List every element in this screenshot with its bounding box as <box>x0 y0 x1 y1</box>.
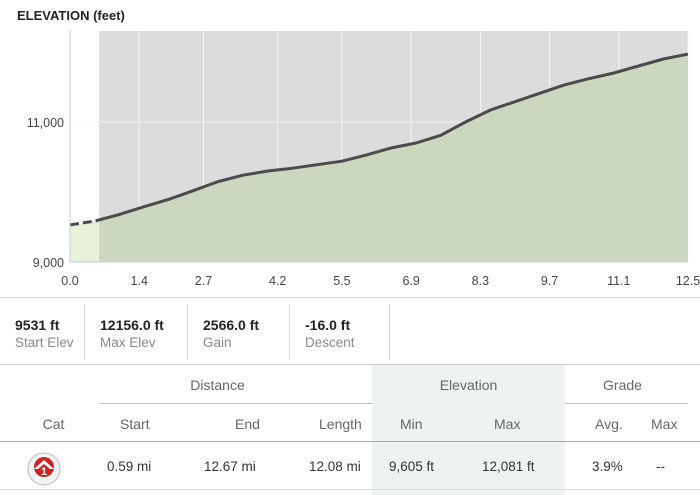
cell-grade-max: -- <box>656 459 665 474</box>
x-tick-label: 8.3 <box>472 274 489 288</box>
col-start: Start <box>120 416 150 432</box>
x-tick-label: 9.7 <box>541 274 558 288</box>
segment-table: Distance Elevation Grade Cat Start End L… <box>0 365 700 495</box>
cell-length: 12.08 mi <box>309 459 361 474</box>
grade-group-rule <box>565 403 688 404</box>
x-tick-label: 4.2 <box>269 274 286 288</box>
elevation-chart: 0.0 1.4 2.7 4.2 5.5 6.9 8.3 9.7 11.1 12.5 9,000 11,… <box>27 31 700 288</box>
group-grade: Grade <box>603 377 642 393</box>
stat-descent-label: Descent <box>305 335 355 350</box>
y-tick-label: 11,000 <box>27 116 64 130</box>
stat-start-elev-label: Start Elev <box>15 335 74 350</box>
group-distance: Distance <box>190 377 245 393</box>
stats-divider <box>0 364 700 365</box>
col-end: End <box>235 416 260 432</box>
stat-start-elev: 9531 ft Start Elev <box>0 304 85 360</box>
cell-end: 12.67 mi <box>204 459 256 474</box>
col-max: Max <box>494 416 521 432</box>
col-min: Min <box>400 416 423 432</box>
elevation-column-highlight <box>372 365 565 495</box>
cell-start: 0.59 mi <box>107 459 152 474</box>
x-tick-label: 12.5 <box>676 274 700 288</box>
col-grade-max: Max <box>651 416 678 432</box>
climb-category-label: 1 <box>41 466 47 478</box>
cell-min: 9,605 ft <box>389 459 435 474</box>
chart-divider <box>0 297 700 298</box>
elevation-area <box>99 54 688 262</box>
header-rule <box>0 441 700 442</box>
distance-group-rule <box>100 403 372 404</box>
col-cat: Cat <box>42 416 65 432</box>
stat-descent-value: -16.0 ft <box>305 317 351 333</box>
x-tick-label: 11.1 <box>607 274 630 288</box>
x-tick-label: 1.4 <box>131 274 148 288</box>
row-rule <box>0 489 700 490</box>
group-elevation: Elevation <box>439 377 498 393</box>
x-tick-label: 6.9 <box>402 274 419 288</box>
stat-gain-value: 2566.0 ft <box>203 317 260 333</box>
stat-max-elev-label: Max Elev <box>100 335 156 350</box>
x-tick-label: 2.7 <box>195 274 212 288</box>
cell-max: 12,081 ft <box>482 459 535 474</box>
stat-descent: -16.0 ft Descent <box>290 304 390 360</box>
cell-grade-avg: 3.9% <box>592 459 623 474</box>
chart-title: ELEVATION (feet) <box>17 8 125 23</box>
y-tick-label: 9,000 <box>33 256 64 270</box>
col-length: Length <box>319 416 362 432</box>
climb-category-badge-icon: 1 <box>27 452 61 486</box>
elevation-area-pre-segment <box>70 219 100 262</box>
elevation-line <box>99 52 688 222</box>
stat-gain-label: Gain <box>203 335 232 350</box>
stat-max-elev-value: 12156.0 ft <box>100 317 164 333</box>
stats-summary: 9531 ft Start Elev 12156.0 ft Max Elev 2… <box>0 304 390 360</box>
stat-max-elev: 12156.0 ft Max Elev <box>85 304 188 360</box>
stat-gain: 2566.0 ft Gain <box>188 304 290 360</box>
x-tick-label: 5.5 <box>333 274 350 288</box>
col-grade-avg: Avg. <box>595 416 623 432</box>
x-tick-label: 0.0 <box>61 274 78 288</box>
stat-start-elev-value: 9531 ft <box>15 317 60 333</box>
